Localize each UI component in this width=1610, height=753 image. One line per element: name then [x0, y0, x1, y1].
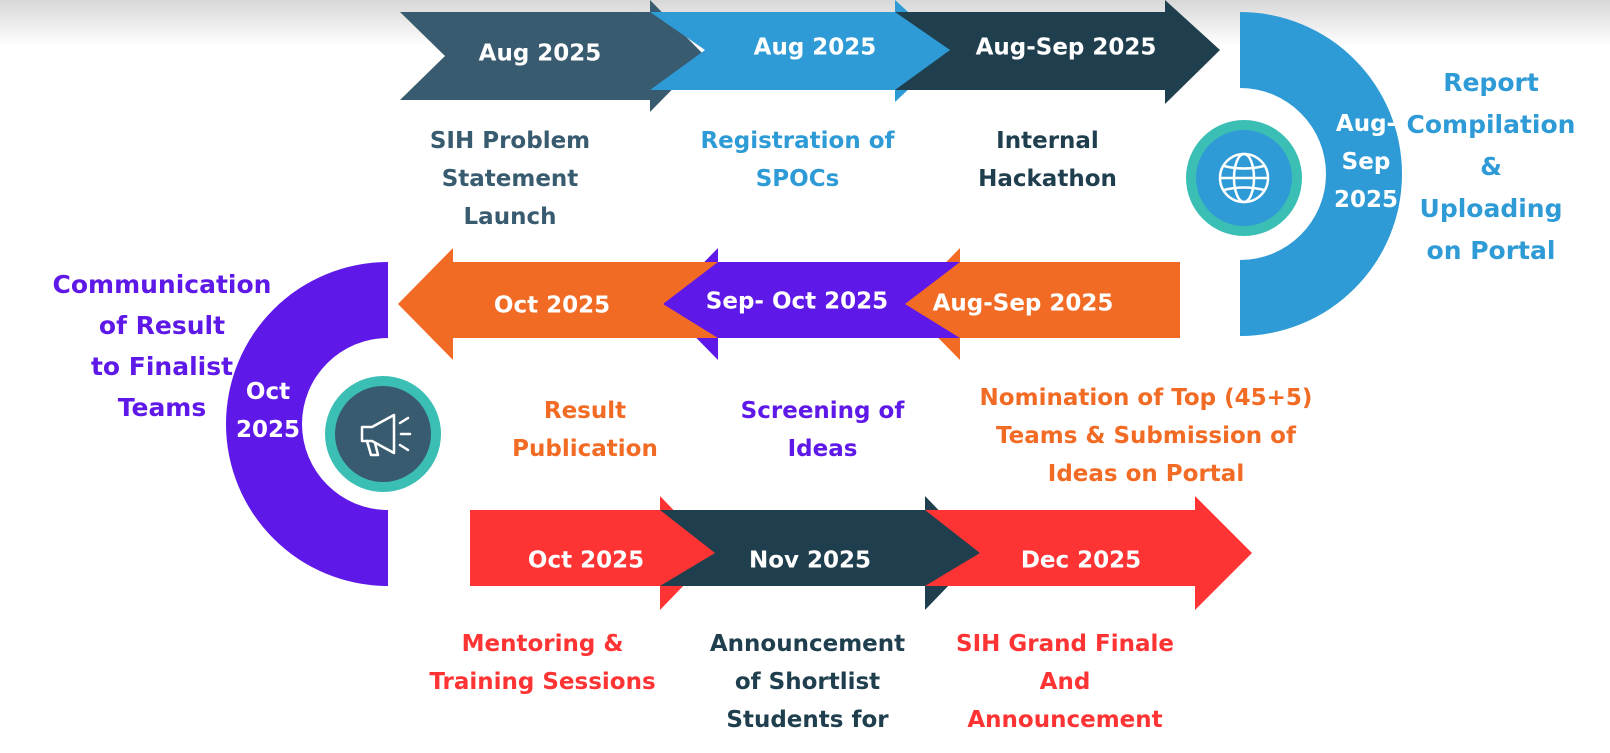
stage-date-problem-launch: Aug 2025 [479, 41, 602, 67]
stage-title-result-publication: Result Publication [512, 398, 658, 462]
globe-icon [1218, 152, 1270, 204]
stage-date-communication: Oct 2025 [236, 379, 300, 443]
megaphone-icon [360, 413, 412, 457]
stage-arrow-result-publication [398, 248, 718, 360]
stage-date-nomination: Aug-Sep 2025 [933, 291, 1114, 317]
stage-title-report: Report Compilation & Uploading on Portal [1406, 68, 1576, 265]
stage-title-registration: Registration of SPOCs [700, 128, 895, 192]
stage-title-problem-launch: SIH Problem Statement Launch [429, 128, 591, 230]
stage-title-shortlist: Announcement of Shortlist Students for [709, 631, 906, 733]
stage-arrow-grand-finale [925, 496, 1252, 610]
stage-curve-communication [226, 262, 388, 586]
stage-date-registration: Aug 2025 [754, 35, 877, 61]
stage-title-nomination: Nomination of Top (45+5) Teams & Submiss… [979, 385, 1313, 487]
stage-arrow-nomination [905, 248, 1180, 360]
stage-arrow-registration [650, 0, 950, 102]
stage-title-communication: Communication of Result to Finalist Team… [52, 270, 272, 422]
stage-title-grand-finale: SIH Grand Finale And Announcement [956, 631, 1174, 733]
stage-date-grand-finale: Dec 2025 [1021, 548, 1141, 574]
stage-date-mentoring: Oct 2025 [528, 548, 644, 574]
globe-badge [1186, 120, 1302, 236]
stage-arrow-screening [663, 248, 960, 360]
stage-title-internal-hackathon: Internal Hackathon [978, 128, 1117, 192]
stage-curve-report [1240, 12, 1402, 336]
stage-title-mentoring: Mentoring & Training Sessions [429, 631, 656, 695]
stage-date-screening: Sep- Oct 2025 [706, 289, 888, 315]
stage-title-screening: Screening of Ideas [740, 398, 905, 462]
stage-arrow-mentoring [470, 496, 715, 610]
stage-date-report: Aug-Sep 2025 [1334, 111, 1398, 213]
stage-arrow-internal-hackathon [895, 0, 1220, 104]
stage-arrow-problem-launch [400, 0, 705, 112]
megaphone-badge [325, 376, 441, 492]
stage-arrow-shortlist [660, 496, 980, 610]
stage-date-result-publication: Oct 2025 [494, 293, 610, 319]
stage-date-shortlist: Nov 2025 [749, 548, 871, 574]
stage-date-internal-hackathon: Aug-Sep 2025 [976, 35, 1157, 61]
